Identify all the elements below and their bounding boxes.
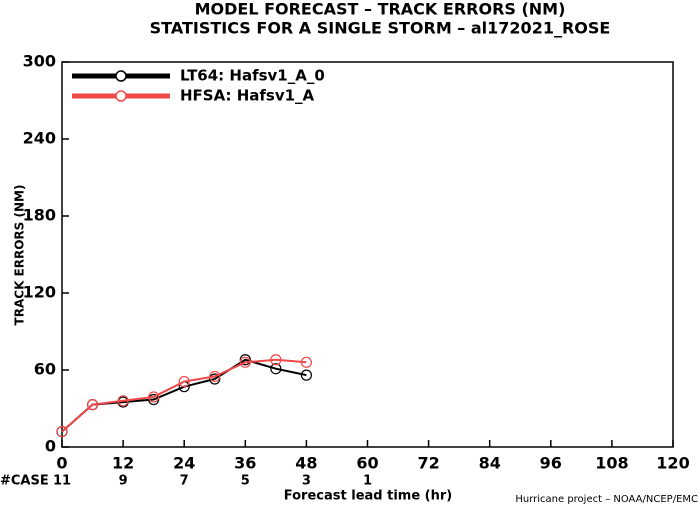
point-marker (239, 354, 251, 366)
point-marker (270, 363, 282, 375)
x-tick-label: 36 (234, 454, 256, 473)
case-count: 3 (302, 474, 311, 489)
x-tick-label: 60 (356, 454, 378, 473)
point-marker (300, 356, 312, 368)
x-tick-label: 72 (417, 454, 439, 473)
case-count: 5 (241, 474, 250, 489)
series-line (61, 358, 307, 433)
y-axis-label: TRACK ERRORS (NM) (13, 185, 27, 326)
y-tick-label: 60 (34, 360, 56, 379)
chart-subtitle: STATISTICS FOR A SINGLE STORM – al172021… (150, 19, 611, 38)
y-tick-label: 240 (23, 129, 56, 148)
x-axis-label: Forecast lead time (hr) (284, 489, 452, 504)
legend-marker (115, 90, 127, 102)
point-marker (209, 370, 221, 383)
y-tick-label: 0 (45, 437, 56, 456)
point-marker (148, 393, 160, 406)
case-count: 11 (53, 474, 71, 489)
case-count: 9 (119, 474, 128, 489)
y-tick-label: 300 (23, 52, 56, 71)
case-label: #CASE (0, 474, 49, 489)
legend-marker (115, 70, 127, 82)
x-tick-label: 120 (656, 454, 689, 473)
x-tick-label: 84 (479, 454, 501, 473)
case-count: 7 (180, 474, 189, 489)
legend-label: HFSA: Hafsv1_A (180, 87, 315, 105)
footer: Hurricane project – NOAA/NCEP/EMC (515, 494, 698, 505)
point-marker (300, 369, 312, 381)
x-tick-label: 0 (56, 454, 67, 473)
point-marker (239, 356, 251, 368)
x-tick-label: 96 (540, 454, 562, 473)
x-tick-label: 108 (595, 454, 628, 473)
y-tick-label: 180 (23, 206, 56, 225)
case-count: 1 (363, 474, 372, 489)
x-tick-label: 12 (112, 454, 134, 473)
x-tick-label: 24 (173, 454, 195, 473)
point-marker (209, 373, 221, 385)
y-tick-label: 120 (23, 283, 56, 302)
x-tick-label: 48 (295, 454, 317, 473)
point-marker (117, 395, 129, 407)
point-marker (270, 354, 282, 366)
series-line (61, 358, 307, 433)
chart-title: MODEL FORECAST – TRACK ERRORS (NM) (195, 0, 566, 19)
legend-label: LT64: Hafsv1_A_0 (180, 67, 325, 85)
point-marker (56, 426, 68, 438)
point-marker (148, 391, 160, 403)
plot-frame (61, 61, 674, 448)
point-marker (178, 375, 190, 388)
point-marker (86, 399, 99, 411)
